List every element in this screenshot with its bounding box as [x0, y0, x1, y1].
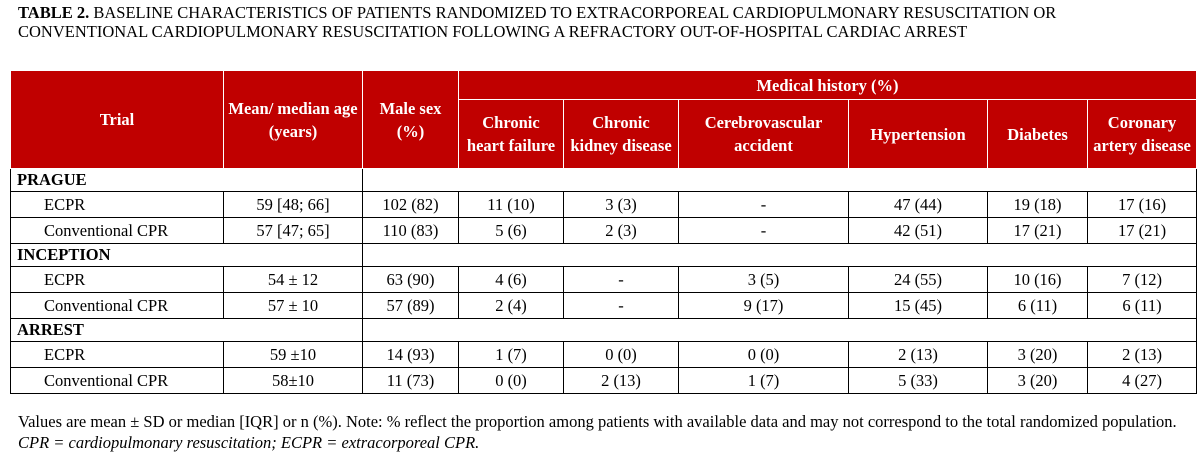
table-row: Conventional CPR 57 [47; 65] 110 (83) 5 … [10, 217, 1198, 244]
cell-dm: 3 (20) [987, 367, 1088, 394]
cell-male: 11 (73) [362, 367, 459, 394]
cell-htn: 2 (13) [848, 341, 988, 368]
table-footnote: Values are mean ± SD or median [IQR] or … [18, 411, 1178, 453]
table-caption: TABLE 2. BASELINE CHARACTERISTICS OF PAT… [18, 3, 1188, 41]
cell-trial: Conventional CPR [10, 367, 224, 394]
cell-cva: 0 (0) [678, 341, 849, 368]
cell-male: 102 (82) [362, 191, 459, 218]
group-spacer [361, 318, 1198, 342]
cell-trial: Conventional CPR [10, 292, 224, 319]
cell-dm: 17 (21) [987, 217, 1088, 244]
cell-chf: 4 (6) [458, 266, 564, 293]
table-label: TABLE 2. [18, 3, 90, 22]
header-male-sex: Male sex (%) [362, 70, 459, 169]
cell-htn: 42 (51) [848, 217, 988, 244]
header-age: Mean/ median age (years) [223, 70, 363, 169]
cell-ckd: 0 (0) [563, 341, 679, 368]
cell-cad: 7 (12) [1086, 266, 1198, 293]
cell-chf: 1 (7) [458, 341, 564, 368]
cell-ckd: - [563, 292, 679, 319]
cell-age: 54 ± 12 [223, 266, 363, 293]
cell-cad: 17 (16) [1086, 191, 1198, 218]
cell-chf: 11 (10) [458, 191, 564, 218]
cell-ckd: - [563, 266, 679, 293]
cell-trial: Conventional CPR [10, 217, 224, 244]
header-trial: Trial [10, 70, 224, 169]
cell-cad: 17 (21) [1086, 217, 1198, 244]
table-title: BASELINE CHARACTERISTICS OF PATIENTS RAN… [18, 3, 1057, 41]
cell-dm: 19 (18) [987, 191, 1088, 218]
cell-male: 57 (89) [362, 292, 459, 319]
cell-male: 63 (90) [362, 266, 459, 293]
cell-trial: ECPR [10, 191, 224, 218]
cell-age: 57 [47; 65] [223, 217, 363, 244]
cell-male: 110 (83) [362, 217, 459, 244]
group-row-arrest: ARREST [10, 318, 1198, 342]
header-chronic-heart-failure: Chronic heart failure [458, 99, 564, 169]
header-diabetes: Diabetes [987, 99, 1088, 169]
footnote-abbreviations: CPR = cardiopulmonary resuscitation; ECP… [18, 433, 480, 452]
cell-age: 59 [48; 66] [223, 191, 363, 218]
table-row: ECPR 59 ±10 14 (93) 1 (7) 0 (0) 0 (0) 2 … [10, 341, 1198, 368]
cell-cad: 6 (11) [1086, 292, 1198, 319]
table-row: Conventional CPR 58±10 11 (73) 0 (0) 2 (… [10, 367, 1198, 394]
cell-htn: 15 (45) [848, 292, 988, 319]
table-row: ECPR 54 ± 12 63 (90) 4 (6) - 3 (5) 24 (5… [10, 266, 1198, 293]
cell-chf: 5 (6) [458, 217, 564, 244]
cell-htn: 47 (44) [848, 191, 988, 218]
cell-dm: 10 (16) [987, 266, 1088, 293]
cell-trial: ECPR [10, 266, 224, 293]
table-body: PRAGUE ECPR 59 [48; 66] 102 (82) 11 (10)… [10, 168, 1198, 394]
header-coronary-artery-disease: Coronary artery disease [1086, 99, 1198, 169]
cell-dm: 3 (20) [987, 341, 1088, 368]
group-name: INCEPTION [10, 243, 363, 267]
cell-ckd: 2 (3) [563, 217, 679, 244]
cell-age: 59 ±10 [223, 341, 363, 368]
header-cerebrovascular-accident: Cerebrovascular accident [678, 99, 849, 169]
cell-age: 57 ± 10 [223, 292, 363, 319]
cell-htn: 24 (55) [848, 266, 988, 293]
cell-cva: 9 (17) [678, 292, 849, 319]
table-row: ECPR 59 [48; 66] 102 (82) 11 (10) 3 (3) … [10, 191, 1198, 218]
group-row-inception: INCEPTION [10, 243, 1198, 267]
baseline-characteristics-table: Trial Mean/ median age (years) Male sex … [10, 70, 1198, 394]
cell-cva: - [678, 217, 849, 244]
group-row-prague: PRAGUE [10, 168, 1198, 192]
cell-cad: 2 (13) [1086, 341, 1198, 368]
group-name: ARREST [10, 318, 363, 342]
cell-ckd: 3 (3) [563, 191, 679, 218]
cell-cva: 1 (7) [678, 367, 849, 394]
cell-chf: 2 (4) [458, 292, 564, 319]
cell-cva: 3 (5) [678, 266, 849, 293]
group-spacer [361, 243, 1198, 267]
cell-ckd: 2 (13) [563, 367, 679, 394]
header-medical-history: Medical history (%) [457, 70, 1198, 100]
footnote-text: Values are mean ± SD or median [IQR] or … [18, 412, 1177, 431]
cell-male: 14 (93) [362, 341, 459, 368]
header-chronic-kidney-disease: Chronic kidney disease [563, 99, 679, 169]
cell-htn: 5 (33) [848, 367, 988, 394]
cell-trial: ECPR [10, 341, 224, 368]
table-row: Conventional CPR 57 ± 10 57 (89) 2 (4) -… [10, 292, 1198, 319]
header-hypertension: Hypertension [848, 99, 988, 169]
cell-cva: - [678, 191, 849, 218]
cell-dm: 6 (11) [987, 292, 1088, 319]
cell-age: 58±10 [223, 367, 363, 394]
group-spacer [361, 168, 1198, 192]
cell-cad: 4 (27) [1086, 367, 1198, 394]
group-name: PRAGUE [10, 168, 363, 192]
cell-chf: 0 (0) [458, 367, 564, 394]
